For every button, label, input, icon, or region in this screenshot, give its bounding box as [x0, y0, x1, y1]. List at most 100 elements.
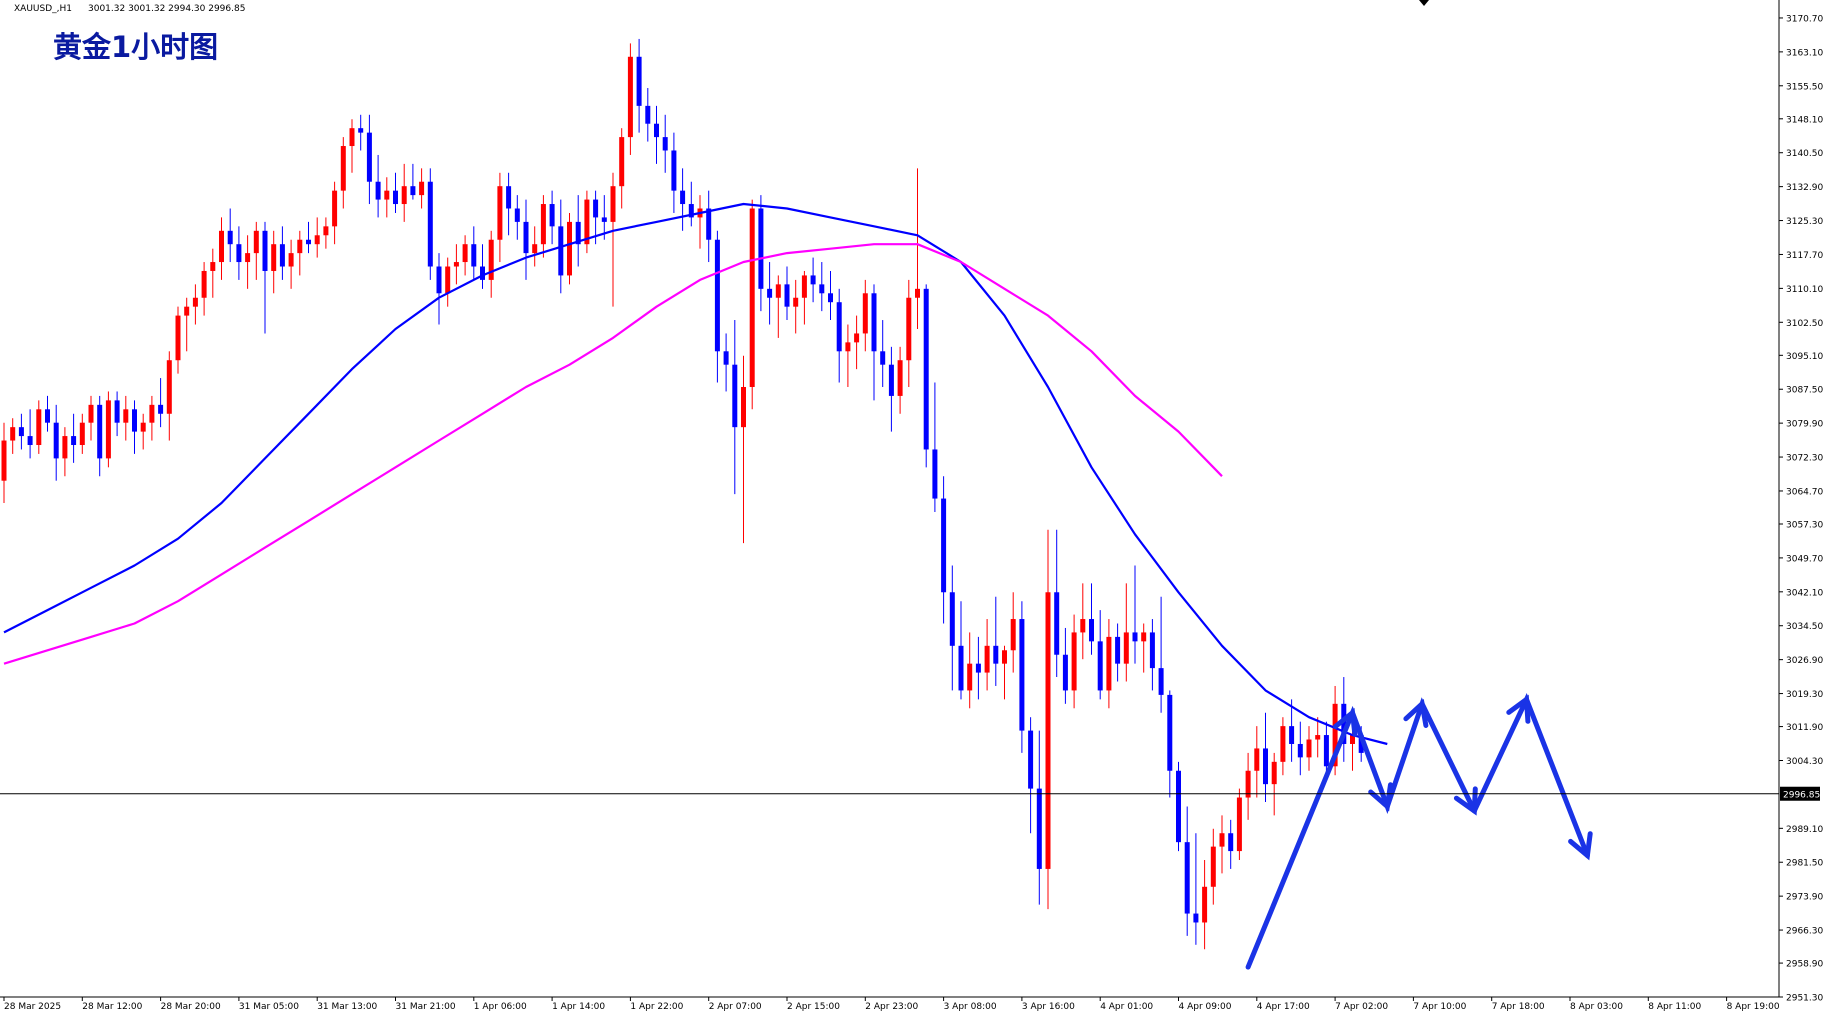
y-tick-label: 3019.30 [1786, 690, 1823, 700]
candle-body [462, 244, 468, 263]
arrow-head-icon [1332, 707, 1358, 738]
candle-body [871, 293, 877, 352]
y-tick-label: 3132.90 [1786, 183, 1823, 193]
x-tick-label: 31 Mar 05:00 [239, 1002, 299, 1012]
candle-body [888, 364, 894, 396]
candle-body [419, 181, 425, 196]
candle [923, 284, 929, 468]
y-tick-label: 3095.10 [1786, 352, 1823, 362]
candle-body [1097, 641, 1103, 691]
y-tick-label: 3049.70 [1786, 554, 1823, 564]
candle-body [175, 315, 181, 361]
candle-body [662, 137, 668, 151]
candle [1132, 565, 1138, 664]
candle-body [801, 275, 807, 298]
candle [45, 395, 50, 432]
ma-slow-line [3, 243, 1223, 665]
scroll-marker-icon[interactable] [1419, 0, 1429, 6]
candle [1193, 833, 1199, 945]
candle-body [45, 409, 50, 423]
candle-body [532, 244, 538, 254]
candle-body [297, 239, 303, 254]
candle [1167, 690, 1173, 798]
candle [384, 177, 390, 218]
candle-body [184, 306, 190, 316]
ma-fast-line [3, 202, 1388, 746]
arrow-head-icon [1368, 782, 1393, 812]
candle-body [810, 275, 816, 285]
candle [1089, 583, 1094, 655]
candle-body [1315, 735, 1321, 740]
candle [453, 244, 459, 285]
x-tick-label: 4 Apr 17:00 [1257, 1002, 1310, 1012]
candle-body [1028, 730, 1034, 789]
candle [723, 333, 729, 392]
candle-body [1045, 592, 1051, 869]
y-tick-label: 3026.90 [1786, 656, 1823, 666]
candle-body [1350, 735, 1355, 744]
candle-body [610, 186, 616, 222]
y-tick-label: 3140.50 [1786, 149, 1823, 159]
candle [871, 284, 877, 401]
candle [10, 418, 16, 454]
y-tick-label: 3163.10 [1786, 48, 1823, 58]
candle [567, 212, 572, 285]
candle-body [758, 208, 764, 289]
candle-body [18, 427, 24, 437]
candle-body [1219, 833, 1225, 847]
candle-body [1210, 846, 1216, 887]
candle [1158, 596, 1164, 713]
candle-body [558, 226, 564, 276]
candle [201, 262, 207, 316]
candle [410, 163, 416, 200]
candle-body [358, 128, 364, 133]
candle [801, 270, 807, 325]
candle [1054, 529, 1060, 678]
x-tick-label: 31 Mar 21:00 [396, 1002, 456, 1012]
header-ohlc: 3001.32 3001.32 2994.30 2996.85 [88, 4, 245, 14]
x-tick-label: 1 Apr 14:00 [552, 1002, 605, 1012]
candle [1149, 619, 1155, 691]
candle-body [619, 137, 625, 187]
candle [210, 248, 216, 298]
candle [36, 400, 42, 454]
candle [401, 163, 407, 222]
candle-body [288, 253, 294, 267]
candle-body [1123, 632, 1129, 664]
x-tick-label: 8 Apr 03:00 [1570, 1002, 1623, 1012]
candle [854, 315, 860, 370]
candle-body [854, 333, 860, 343]
candle-body [1106, 636, 1112, 691]
candle [584, 190, 590, 254]
candle [375, 154, 381, 218]
candle-body [245, 253, 251, 263]
candle [993, 596, 999, 686]
candle-body [1176, 770, 1181, 843]
candle-body [975, 663, 981, 673]
candle-body [906, 297, 912, 361]
candle [1263, 712, 1268, 802]
candle [114, 391, 120, 437]
candle-body [741, 386, 746, 428]
x-tick-label: 1 Apr 06:00 [474, 1002, 527, 1012]
arrow-head-icon [1506, 694, 1531, 724]
y-tick-label: 3155.50 [1786, 82, 1823, 92]
candle-body [671, 150, 677, 191]
candle [810, 257, 816, 303]
candle [1141, 623, 1147, 673]
candle [1123, 583, 1129, 682]
x-tick-label: 3 Apr 08:00 [944, 1002, 997, 1012]
candle-body [236, 244, 242, 263]
candle [358, 114, 364, 151]
candle-body [471, 244, 477, 267]
candle-body [1002, 650, 1007, 664]
candle [18, 413, 24, 450]
candle [645, 88, 651, 142]
candle [888, 346, 894, 432]
candle [279, 226, 285, 280]
candle [636, 38, 642, 133]
candle [706, 190, 712, 263]
candle [471, 226, 477, 280]
candle-body [567, 221, 572, 276]
